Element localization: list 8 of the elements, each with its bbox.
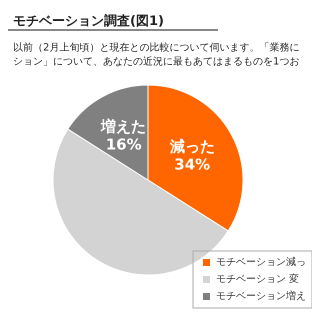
- chart-title: モチベーション調査(図1): [13, 13, 164, 29]
- data-label: 増えた 16%: [100, 118, 146, 154]
- legend-label: モチベーション増え: [216, 290, 306, 302]
- chart-subtitle: 以前（2月上旬頃）と現在との比較について伺います。「業務に: [13, 42, 300, 54]
- text: ション」について、あなたの近況に最もあてはまるものを1つお: [13, 56, 300, 68]
- legend-label: モチベーション減っ: [216, 256, 306, 268]
- data-label: 減った 34%: [168, 138, 215, 174]
- legend-label: モチベーション 変: [216, 273, 300, 285]
